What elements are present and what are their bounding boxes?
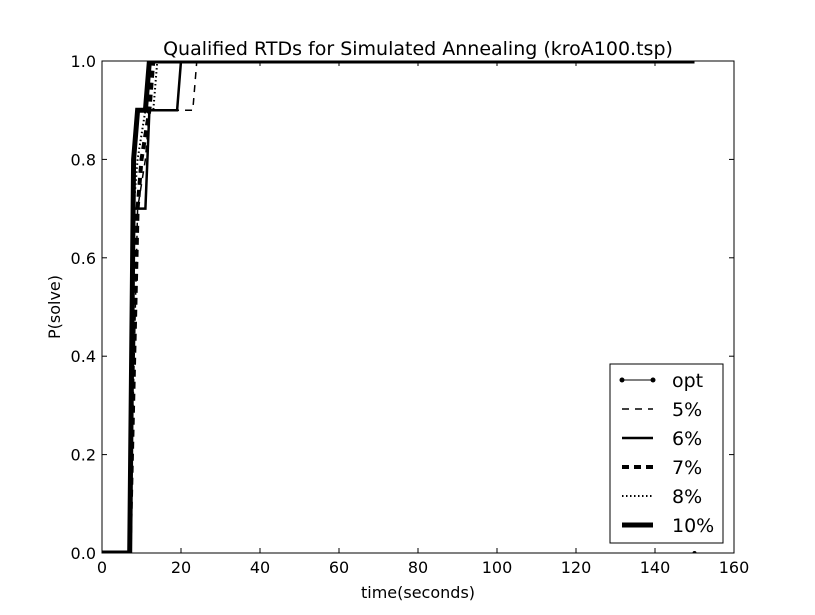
x-tick-label: 80 (408, 558, 428, 577)
x-tick-label: 140 (640, 558, 671, 577)
chart-title: Qualified RTDs for Simulated Annealing (… (163, 38, 673, 60)
legend-label: opt (672, 370, 703, 392)
y-tick-label: 0.0 (71, 544, 96, 563)
legend: opt 5% 6% 7% 8% 10% (609, 363, 724, 544)
legend-marker (619, 377, 625, 383)
x-axis-label: time(seconds) (361, 583, 475, 602)
legend-label: 10% (672, 515, 714, 537)
series-layer (102, 61, 697, 553)
x-tick-label: 0 (97, 558, 107, 577)
x-tick-label: 60 (329, 558, 349, 577)
y-tick-label: 0.4 (71, 347, 96, 366)
series-line-5 (102, 61, 695, 553)
x-tick-label: 160 (719, 558, 750, 577)
series-line-6 (102, 61, 695, 553)
legend-box (609, 363, 724, 544)
x-tick-label: 120 (561, 558, 592, 577)
x-axis-ticks: 0 20 40 60 80 100 120 140 160 (97, 61, 749, 577)
x-tick-label: 20 (171, 558, 191, 577)
y-tick-label: 1.0 (71, 52, 96, 71)
x-tick-label: 100 (482, 558, 513, 577)
x-tick-label: 40 (250, 558, 270, 577)
legend-label: 8% (672, 486, 702, 508)
y-axis-ticks: 0.0 0.2 0.4 0.6 0.8 1.0 (71, 52, 734, 563)
y-axis-label: P(solve) (45, 275, 64, 339)
y-tick-label: 0.6 (71, 249, 96, 268)
series-line-3 (102, 61, 695, 553)
series-line-4 (102, 61, 695, 553)
legend-marker (650, 377, 656, 383)
legend-label: 6% (672, 428, 702, 450)
series-line-2 (102, 61, 695, 553)
legend-label: 5% (672, 399, 702, 421)
y-tick-label: 0.8 (71, 150, 96, 169)
legend-label: 7% (672, 457, 702, 479)
y-tick-label: 0.2 (71, 446, 96, 465)
